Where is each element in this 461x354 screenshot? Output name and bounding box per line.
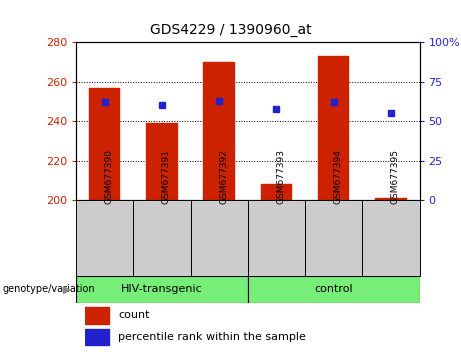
Bar [146, 123, 177, 200]
Text: HIV-transgenic: HIV-transgenic [121, 284, 203, 295]
Text: GDS4229 / 1390960_at: GDS4229 / 1390960_at [150, 23, 311, 37]
Bar [260, 184, 292, 200]
Text: GSM677392: GSM677392 [219, 149, 228, 204]
Text: GSM677395: GSM677395 [391, 149, 400, 204]
Bar [248, 276, 420, 303]
Bar [190, 200, 248, 276]
Bar [76, 276, 248, 303]
Bar [76, 200, 133, 276]
Text: ▶: ▶ [63, 284, 71, 295]
Text: GSM677391: GSM677391 [162, 149, 171, 204]
Bar [248, 200, 305, 276]
Text: count: count [118, 310, 150, 320]
Bar [305, 200, 362, 276]
Text: genotype/variation: genotype/variation [2, 284, 95, 295]
Bar [318, 56, 349, 200]
Bar [85, 307, 109, 324]
Text: GSM677390: GSM677390 [105, 149, 114, 204]
Text: percentile rank within the sample: percentile rank within the sample [118, 332, 306, 342]
Bar [89, 88, 120, 200]
Bar [133, 200, 190, 276]
Text: GSM677394: GSM677394 [334, 149, 343, 204]
Bar [362, 200, 420, 276]
Bar [85, 329, 109, 345]
Text: GSM677393: GSM677393 [277, 149, 285, 204]
Bar [203, 62, 235, 200]
Text: control: control [314, 284, 353, 295]
Bar [375, 198, 407, 200]
